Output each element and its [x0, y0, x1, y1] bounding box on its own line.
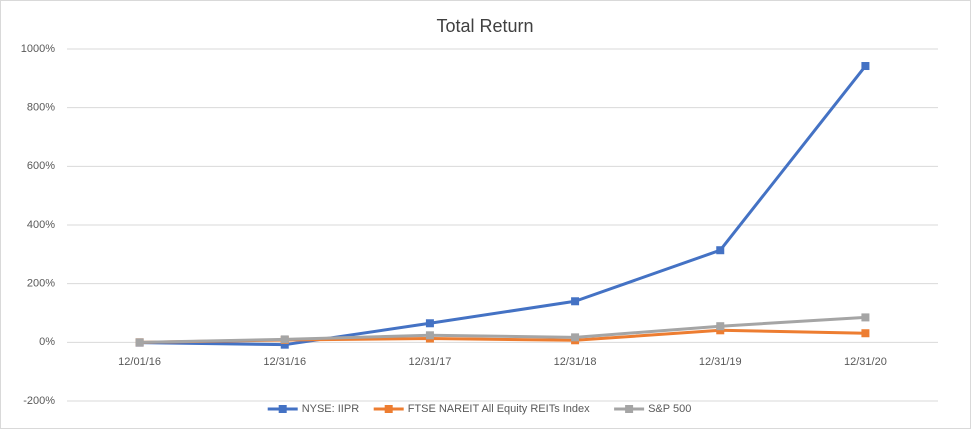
x-tick-label: 12/31/18 [554, 356, 597, 368]
legend-label: FTSE NAREIT All Equity REITs Index [408, 403, 590, 415]
legend-marker [625, 405, 634, 413]
y-tick-label: -200% [23, 395, 55, 407]
legend-marker [384, 405, 393, 413]
point-marker [716, 246, 725, 255]
point-marker [571, 297, 580, 306]
point-marker [861, 313, 870, 322]
y-tick-label: 200% [27, 278, 55, 290]
x-tick-label: 12/31/17 [409, 356, 452, 368]
legend-label: NYSE: IIPR [302, 403, 360, 415]
y-tick-label: 600% [27, 160, 55, 172]
point-marker [425, 319, 434, 328]
x-tick-label: 12/01/16 [118, 356, 161, 368]
series-line [139, 315, 866, 344]
point-marker [135, 338, 144, 347]
point-marker [425, 331, 434, 340]
x-tick-label: 12/31/20 [844, 356, 887, 368]
point-marker [280, 335, 289, 344]
point-marker [571, 333, 580, 342]
y-tick-label: 0% [39, 336, 55, 348]
legend-label: S&P 500 [648, 403, 691, 415]
x-tick-label: 12/31/16 [263, 356, 306, 368]
point-marker [861, 329, 870, 338]
series-line [139, 65, 867, 347]
point-marker [861, 62, 870, 71]
x-tick-label: 12/31/19 [699, 356, 742, 368]
point-marker [716, 322, 725, 331]
chart-title: Total Return [436, 16, 533, 36]
point-marker [280, 340, 289, 349]
legend-marker [278, 405, 287, 413]
y-tick-label: 400% [27, 219, 55, 231]
point-marker [716, 326, 725, 335]
y-tick-label: 800% [27, 102, 55, 114]
y-tick-label: 1000% [21, 43, 55, 55]
